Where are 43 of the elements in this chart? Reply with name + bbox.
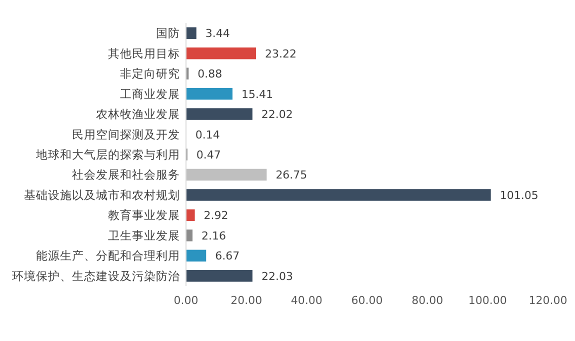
x-tick-label: 60.00: [351, 294, 383, 307]
data-label: 0.47: [196, 148, 221, 162]
bar: [186, 209, 195, 222]
y-tick-label: 地球和大气层的探索与利用: [35, 148, 180, 162]
data-label: 22.03: [261, 270, 293, 283]
data-label: 23.22: [265, 47, 297, 60]
data-label: 22.02: [261, 108, 293, 122]
y-tick-label: 非定向研究: [120, 66, 180, 81]
data-label: 3.44: [205, 27, 230, 40]
y-tick-label: 农林牧渔业发展: [96, 107, 180, 122]
y-tick-label: 社会发展和社会服务: [72, 168, 180, 182]
bar: [186, 88, 232, 100]
bar: [186, 270, 252, 282]
x-tick-label: 80.00: [412, 294, 444, 307]
y-tick-label: 国防: [156, 26, 180, 40]
y-tick-label: 工商业发展: [120, 86, 180, 101]
data-label: 0.88: [198, 68, 222, 81]
bar: [186, 47, 256, 60]
data-label: 2.16: [202, 229, 226, 242]
x-tick-label: 120.00: [528, 294, 568, 307]
x-tick-label: 100.00: [468, 294, 507, 307]
x-tick-label: 0.00: [174, 294, 198, 307]
data-label: 0.14: [195, 128, 220, 142]
data-label: 101.05: [500, 188, 538, 202]
data-label: 6.67: [215, 250, 240, 263]
y-tick-label: 其他民用目标: [108, 46, 180, 60]
bar: [186, 168, 267, 181]
bar: [186, 230, 193, 242]
x-tick-label: 20.00: [230, 294, 262, 307]
data-label: 26.75: [276, 168, 308, 182]
bar: [186, 108, 252, 120]
y-tick-label: 基础设施以及城市和农村规划: [24, 188, 180, 202]
data-label: 2.92: [204, 209, 228, 222]
y-tick-label: 卫生事业发展: [108, 228, 180, 242]
bar: [186, 250, 206, 262]
y-tick-label: 教育事业发展: [108, 208, 180, 222]
y-tick-label: 环境保护、生态建设及污染防治: [12, 268, 180, 283]
bar: [186, 189, 491, 201]
y-tick-label: 能源生产、分配和合理利用: [36, 248, 180, 263]
y-tick-label: 民用空间探测及开发: [72, 127, 180, 142]
x-tick-label: 40.00: [290, 294, 322, 307]
bar: [186, 27, 196, 39]
data-label: 15.41: [241, 88, 273, 101]
